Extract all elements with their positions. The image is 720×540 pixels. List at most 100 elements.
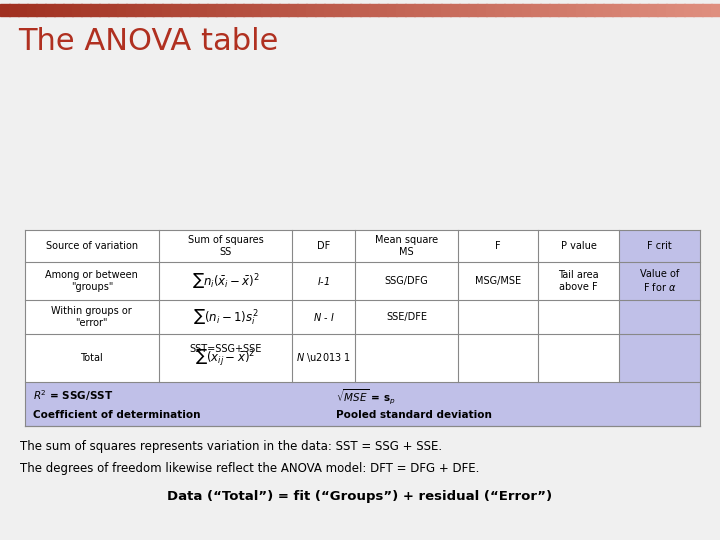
Text: $I$-1: $I$-1 <box>318 275 330 287</box>
Text: Among or between
"groups": Among or between "groups" <box>45 270 138 292</box>
Bar <box>387 4 397 16</box>
Bar <box>297 4 307 16</box>
Text: SSG/DFG: SSG/DFG <box>384 276 428 286</box>
Bar <box>9 4 19 16</box>
Text: Coefficient of determination: Coefficient of determination <box>33 410 200 420</box>
Bar <box>243 4 253 16</box>
Bar <box>207 4 217 16</box>
Bar <box>693 4 703 16</box>
Bar <box>495 4 505 16</box>
Text: F crit: F crit <box>647 241 672 251</box>
Bar <box>432 4 442 16</box>
Text: The degrees of freedom likewise reflect the ANOVA model: DFT = DFG + DFE.: The degrees of freedom likewise reflect … <box>20 462 480 475</box>
Bar <box>531 4 541 16</box>
Bar <box>270 4 280 16</box>
Text: SST=SSG+SSE: SST=SSG+SSE <box>189 344 262 354</box>
Text: Sum of squares
SS: Sum of squares SS <box>188 235 264 257</box>
Bar <box>36 4 46 16</box>
Bar <box>549 4 559 16</box>
Bar <box>252 4 262 16</box>
Text: Source of variation: Source of variation <box>46 241 138 251</box>
Bar <box>288 4 298 16</box>
Bar <box>684 4 694 16</box>
Bar <box>702 4 712 16</box>
Bar <box>90 4 100 16</box>
Bar <box>171 4 181 16</box>
Text: Mean square
MS: Mean square MS <box>375 235 438 257</box>
Bar <box>234 4 244 16</box>
Bar <box>198 4 208 16</box>
Bar <box>558 4 568 16</box>
Bar <box>585 4 595 16</box>
Bar <box>522 4 532 16</box>
Bar <box>639 4 649 16</box>
Bar <box>72 4 82 16</box>
Bar <box>81 4 91 16</box>
Text: P value: P value <box>561 241 597 251</box>
Bar <box>414 4 424 16</box>
Text: Total: Total <box>81 353 103 363</box>
Text: SSE/DFE: SSE/DFE <box>386 312 427 322</box>
Text: $\sum n_i(\bar{x}_i - \bar{x})^2$: $\sum n_i(\bar{x}_i - \bar{x})^2$ <box>192 272 260 291</box>
Bar <box>594 4 604 16</box>
Text: Tail area
above F: Tail area above F <box>559 270 599 292</box>
Bar <box>540 4 550 16</box>
Bar <box>450 4 460 16</box>
Text: $\mathit{R}^2$ = SSG/SST: $\mathit{R}^2$ = SSG/SST <box>33 388 113 403</box>
Bar <box>648 4 658 16</box>
Bar <box>27 4 37 16</box>
Bar <box>630 4 640 16</box>
Bar <box>45 4 55 16</box>
Bar <box>63 4 73 16</box>
Bar <box>360 4 370 16</box>
Bar <box>504 4 514 16</box>
Bar <box>619 230 700 382</box>
Text: $N$ - $I$: $N$ - $I$ <box>313 311 335 323</box>
Bar <box>216 4 226 16</box>
Text: Data (“Total”) = fit (“Groups”) + residual (“Error”): Data (“Total”) = fit (“Groups”) + residu… <box>168 490 552 503</box>
Bar <box>369 4 379 16</box>
Bar <box>25 230 700 426</box>
Bar <box>225 4 235 16</box>
Text: $\sqrt{MSE}$ = $\mathbf{s}_{p}$: $\sqrt{MSE}$ = $\mathbf{s}_{p}$ <box>336 388 395 407</box>
Text: F: F <box>495 241 501 251</box>
Bar <box>279 4 289 16</box>
Bar <box>18 4 28 16</box>
Bar <box>621 4 631 16</box>
Text: MSG/MSE: MSG/MSE <box>475 276 521 286</box>
Text: Pooled standard deviation: Pooled standard deviation <box>336 410 491 420</box>
Bar <box>0 4 10 16</box>
Bar <box>675 4 685 16</box>
Bar <box>378 4 388 16</box>
Bar <box>441 4 451 16</box>
Bar <box>459 4 469 16</box>
Bar <box>144 4 154 16</box>
Bar <box>567 4 577 16</box>
Text: $\sum (n_i - 1)s_i^2$: $\sum (n_i - 1)s_i^2$ <box>193 307 258 327</box>
Bar <box>666 4 676 16</box>
Bar <box>108 4 118 16</box>
Bar <box>153 4 163 16</box>
Bar <box>423 4 433 16</box>
Text: DF: DF <box>318 241 330 251</box>
Bar <box>54 4 64 16</box>
Bar <box>135 4 145 16</box>
Bar <box>351 4 361 16</box>
Text: Within groups or
"error": Within groups or "error" <box>52 306 132 328</box>
Bar <box>162 4 172 16</box>
Bar <box>657 4 667 16</box>
Text: $\sum (x_{ij} - \bar{x})^2$: $\sum (x_{ij} - \bar{x})^2$ <box>196 348 256 368</box>
Bar <box>405 4 415 16</box>
Bar <box>25 382 700 426</box>
Bar <box>189 4 199 16</box>
Text: The ANOVA table: The ANOVA table <box>18 27 279 56</box>
Bar <box>711 4 720 16</box>
Bar <box>324 4 334 16</box>
Text: The sum of squares represents variation in the data: SST = SSG + SSE.: The sum of squares represents variation … <box>20 440 442 453</box>
Bar <box>576 4 586 16</box>
Bar <box>396 4 406 16</box>
Bar <box>117 4 127 16</box>
Bar <box>180 4 190 16</box>
Bar <box>468 4 478 16</box>
Bar <box>612 4 622 16</box>
